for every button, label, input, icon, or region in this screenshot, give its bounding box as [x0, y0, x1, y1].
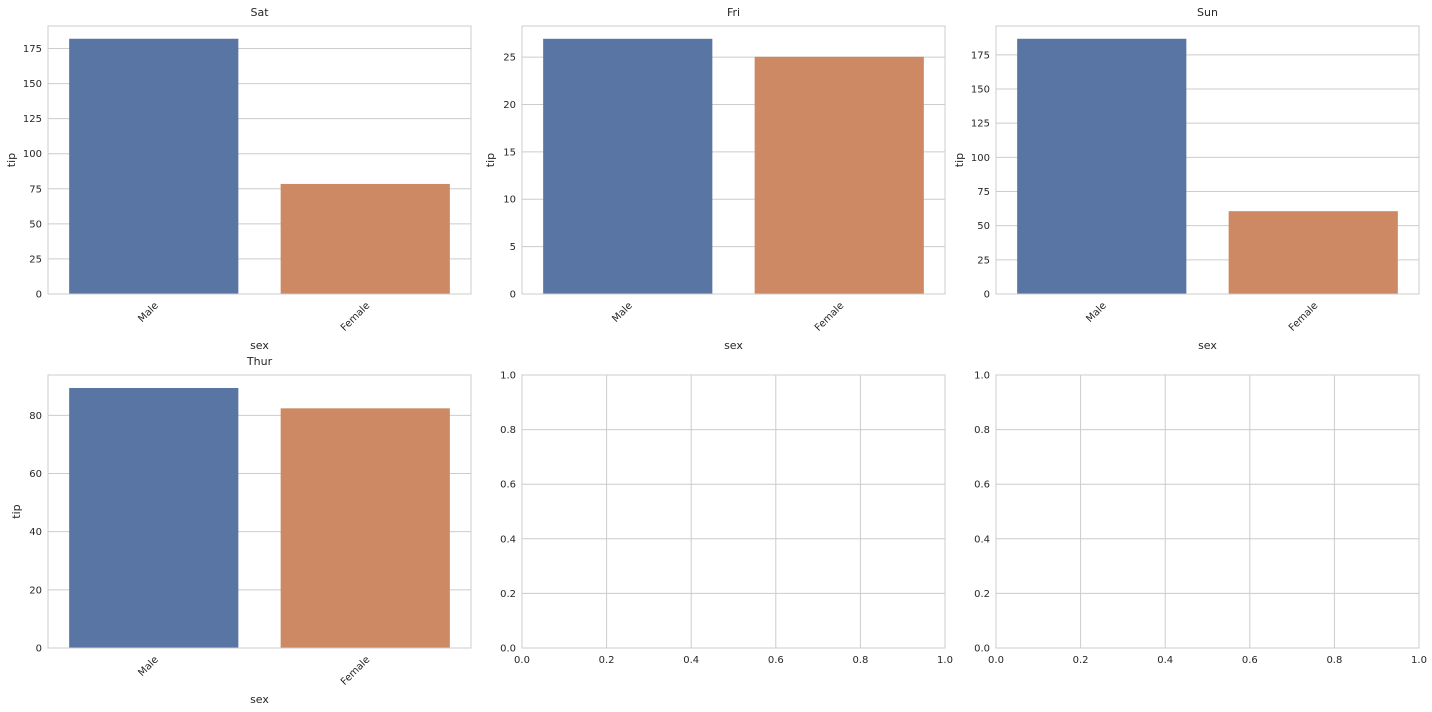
subplot-thur: 0 20 40 60 80 Male Female Thur sex tip — [10, 355, 472, 706]
y-tick-label: 25 — [977, 255, 990, 266]
x-axis-label: sex — [250, 339, 269, 352]
subplot-empty-5: 0.0 0.2 0.4 0.6 0.8 1.0 0.0 0.2 0.4 0.6 0.8 1.0 — [974, 371, 1427, 667]
bar-male — [1017, 38, 1187, 294]
y-axis-label: tip — [5, 153, 18, 167]
y-axis-label: tip — [10, 504, 23, 518]
y-tick-label: 25 — [29, 254, 42, 265]
subplot-sat: 0 25 50 75 100 125 150 175 Male Female Sat sex tip — [5, 6, 472, 352]
y-tick-label: 0 — [36, 290, 42, 301]
y-tick-label: 175 — [971, 50, 990, 61]
y-tick-label: 0 — [984, 290, 990, 301]
axes-frame — [47, 374, 472, 649]
y-tick-label: 0.2 — [500, 589, 516, 600]
x-tick-label: 1.0 — [937, 655, 953, 666]
y-tick-label: 60 — [29, 469, 42, 480]
x-axis-label: sex — [724, 339, 743, 352]
x-tick-label: Male — [136, 300, 161, 325]
x-tick-label: Male — [1084, 300, 1109, 325]
y-tick-label: 125 — [971, 119, 990, 130]
x-axis-label: sex — [250, 693, 269, 706]
x-tick-label: Female — [1287, 300, 1320, 333]
x-axis-label: sex — [1198, 339, 1217, 352]
y-tick-label: 0.0 — [974, 644, 990, 655]
y-tick-label: 150 — [23, 79, 42, 90]
y-tick-label: 0.6 — [500, 480, 516, 491]
bar-female — [1228, 211, 1398, 294]
x-tick-label: 0.2 — [1073, 655, 1089, 666]
y-tick-label: 0.4 — [500, 534, 516, 545]
axes-frame — [47, 25, 472, 295]
y-tick-label: 1.0 — [500, 371, 516, 382]
y-tick-label: 50 — [29, 219, 42, 230]
y-tick-label: 100 — [23, 149, 42, 160]
y-tick-label: 0.8 — [974, 425, 990, 436]
y-tick-label: 75 — [29, 184, 42, 195]
x-tick-label: 0.2 — [599, 655, 615, 666]
axes-frame — [995, 25, 1420, 295]
y-tick-label: 150 — [971, 85, 990, 96]
subplot-fri: 0 5 10 15 20 25 Male Female Fri sex tip — [484, 6, 946, 352]
y-tick-label: 0.2 — [974, 589, 990, 600]
subplot-title: Thur — [246, 355, 273, 368]
y-tick-label: 25 — [503, 53, 516, 64]
y-tick-label: 15 — [503, 147, 516, 158]
y-tick-label: 10 — [503, 195, 516, 206]
y-tick-label: 80 — [29, 411, 42, 422]
subplot-title: Sun — [1197, 6, 1218, 19]
x-tick-label: Female — [339, 300, 372, 333]
y-tick-label: 125 — [23, 114, 42, 125]
x-tick-label: 0.6 — [1242, 655, 1258, 666]
bar-male — [69, 38, 239, 294]
y-axis-label: tip — [953, 153, 966, 167]
y-tick-label: 40 — [29, 527, 42, 538]
x-tick-label: Male — [610, 300, 635, 325]
y-axis-label: tip — [484, 153, 497, 167]
y-tick-label: 100 — [971, 153, 990, 164]
y-tick-label: 0 — [510, 290, 516, 301]
y-tick-label: 50 — [977, 221, 990, 232]
axes-frame — [521, 374, 946, 649]
y-tick-label: 175 — [23, 44, 42, 55]
bar-female — [280, 408, 450, 648]
bar-male — [69, 387, 239, 648]
x-tick-label: 0.0 — [988, 655, 1004, 666]
y-tick-label: 0.8 — [500, 425, 516, 436]
x-tick-label: Female — [813, 300, 846, 333]
x-tick-label: 0.8 — [852, 655, 868, 666]
y-tick-label: 1.0 — [974, 371, 990, 382]
y-tick-label: 0.4 — [974, 534, 990, 545]
y-tick-label: 0.6 — [974, 480, 990, 491]
y-tick-label: 0.0 — [500, 644, 516, 655]
y-tick-label: 0 — [36, 644, 42, 655]
x-tick-label: 0.0 — [514, 655, 530, 666]
subplot-empty-4: 0.0 0.2 0.4 0.6 0.8 1.0 0.0 0.2 0.4 0.6 0.8 1.0 — [500, 371, 953, 667]
y-tick-label: 5 — [510, 242, 516, 253]
y-tick-label: 20 — [503, 100, 516, 111]
y-tick-label: 75 — [977, 187, 990, 198]
subplot-title: Sat — [250, 6, 269, 19]
x-tick-label: 1.0 — [1411, 655, 1427, 666]
x-tick-label: 0.8 — [1326, 655, 1342, 666]
bar-female — [754, 56, 924, 295]
subplot-title: Fri — [727, 6, 740, 19]
y-tick-label: 20 — [29, 585, 42, 596]
subplot-sun: 0 25 50 75 100 125 150 175 Male Female Sun sex tip — [953, 6, 1420, 352]
x-tick-label: Female — [339, 654, 372, 687]
bar-female — [280, 183, 450, 294]
x-tick-label: 0.4 — [1157, 655, 1173, 666]
axes-frame — [995, 374, 1420, 649]
axes-frame — [521, 25, 946, 295]
bar-male — [543, 38, 713, 295]
x-tick-label: 0.4 — [683, 655, 699, 666]
x-tick-label: 0.6 — [768, 655, 784, 666]
x-tick-label: Male — [136, 654, 161, 679]
